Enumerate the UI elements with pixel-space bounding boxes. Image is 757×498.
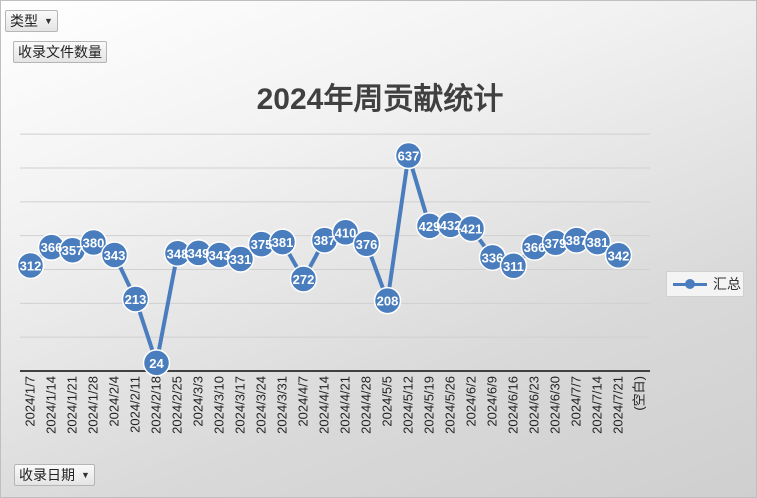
data-label: 429 (419, 219, 441, 234)
x-tick-label: 2024/4/14 (317, 376, 332, 434)
data-point (268, 228, 297, 256)
data-label: 357 (62, 243, 84, 258)
x-tick-label: 2024/7/21 (611, 376, 626, 434)
chart-title: 2024年周贡献统计 (256, 83, 504, 116)
x-tick-label: 2024/5/5 (380, 376, 395, 427)
data-label: 312 (20, 258, 42, 273)
x-tick-label: 2024/6/9 (485, 376, 500, 427)
dropdown-arrow-icon: ▼ (44, 16, 53, 26)
x-tick-label: 2024/1/7 (23, 376, 38, 427)
x-tick-label: 2024/5/26 (443, 376, 458, 434)
x-tick-label: 2024/1/21 (65, 376, 80, 434)
x-tick-label: 2024/2/11 (128, 376, 143, 433)
data-point (226, 245, 255, 273)
x-tick-label: 2024/1/28 (86, 376, 101, 434)
data-label: 379 (545, 236, 567, 251)
x-tick-label: 2024/6/2 (464, 376, 479, 427)
x-tick-label: 2024/4/21 (338, 376, 353, 434)
x-tick-label: 2024/4/7 (296, 376, 311, 427)
data-point (604, 241, 633, 270)
x-tick-label: 2024/4/28 (359, 376, 374, 434)
data-label: 208 (377, 294, 399, 309)
legend: 汇总 (666, 271, 744, 297)
data-label: 349 (188, 246, 210, 261)
value-field-label: 收录文件数量 (18, 44, 102, 60)
data-point (16, 251, 45, 280)
axis-field-label: 收录日期 (19, 467, 75, 483)
data-label: 421 (461, 222, 483, 237)
data-label: 311 (503, 259, 524, 274)
x-tick-label: 2024/3/17 (233, 376, 248, 434)
data-label: 432 (440, 218, 462, 233)
x-tick-label: 2024/2/18 (149, 376, 164, 434)
data-label: 336 (482, 250, 504, 265)
data-point (331, 218, 360, 247)
data-point (583, 228, 612, 256)
data-label: 366 (524, 240, 546, 255)
data-label: 366 (41, 240, 63, 255)
data-label: 637 (398, 149, 420, 164)
value-field-button[interactable]: 收录文件数量 (13, 41, 107, 63)
x-tick-label: (空白) (632, 376, 647, 411)
type-filter-dropdown[interactable]: 类型 ▼ (5, 10, 58, 32)
data-label: 213 (125, 292, 147, 307)
x-tick-label: 2024/5/19 (422, 376, 437, 434)
data-point (142, 349, 171, 377)
data-label: 343 (209, 248, 231, 263)
data-label: 24 (149, 356, 164, 371)
data-label: 381 (272, 235, 294, 250)
data-label: 343 (104, 248, 126, 263)
x-tick-label: 2024/6/30 (548, 376, 563, 434)
x-tick-label: 2024/6/16 (506, 376, 521, 434)
data-label: 410 (335, 225, 357, 240)
x-tick-labels: 2024/1/7 2024/1/14 2024/1/21 2024/1/28 2024/… (23, 376, 647, 434)
x-tick-label: 2024/3/31 (275, 376, 290, 434)
data-label: 331 (230, 252, 252, 267)
data-point (352, 230, 381, 258)
x-tick-label: 2024/1/14 (44, 376, 59, 434)
x-tick-label: 2024/7/14 (590, 376, 605, 434)
data-point (457, 214, 486, 243)
x-tick-label: 2024/7/7 (569, 376, 584, 427)
x-tick-label: 2024/2/25 (170, 376, 185, 434)
dropdown-arrow-icon: ▼ (81, 470, 90, 480)
data-label: 342 (608, 248, 630, 263)
x-tick-label: 2024/3/10 (212, 376, 227, 434)
axis-field-dropdown[interactable]: 收录日期 ▼ (14, 464, 95, 486)
type-filter-label: 类型 (10, 13, 38, 29)
data-label: 387 (314, 233, 336, 248)
data-label: 381 (587, 235, 609, 250)
x-tick-label: 2024/5/12 (401, 376, 416, 434)
data-label: 387 (566, 233, 588, 248)
legend-label: 汇总 (713, 276, 741, 292)
data-label: 272 (293, 272, 315, 287)
data-label: 348 (167, 246, 189, 261)
data-point (100, 241, 129, 269)
x-tick-label: 2024/3/3 (191, 376, 206, 427)
x-tick-label: 2024/3/24 (254, 376, 269, 434)
data-label: 376 (356, 237, 378, 252)
data-label: 375 (251, 237, 273, 252)
data-point (394, 141, 423, 170)
data-label: 380 (83, 235, 105, 250)
data-point (121, 285, 150, 313)
data-point (289, 265, 318, 293)
x-tick-label: 2024/2/4 (107, 376, 122, 427)
data-point (373, 286, 402, 315)
data-point (79, 228, 108, 257)
data-point (499, 252, 528, 280)
legend-swatch (673, 279, 707, 289)
x-tick-label: 2024/6/23 (527, 376, 542, 434)
